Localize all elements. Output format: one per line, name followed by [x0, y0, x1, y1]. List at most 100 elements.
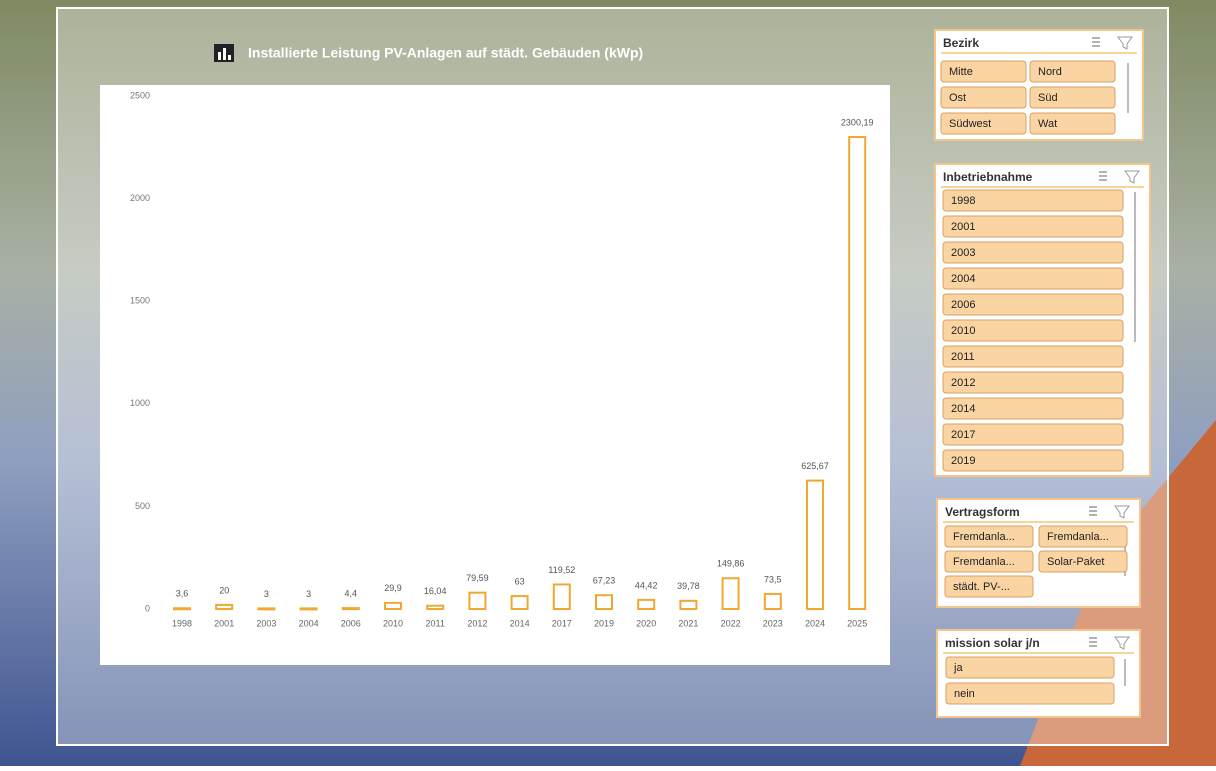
chart-icon: [214, 44, 234, 62]
slicer-item-label[interactable]: 2011: [951, 351, 975, 363]
value-label: 149,86: [717, 559, 745, 569]
bar: [469, 593, 485, 609]
x-tick-label: 2019: [594, 618, 614, 628]
x-tick-label: 2022: [721, 618, 741, 628]
slicer-item[interactable]: 2014: [943, 398, 1123, 419]
bar: [723, 578, 739, 609]
value-label: 4,4: [345, 588, 358, 598]
slicer-item[interactable]: 1998: [943, 190, 1123, 211]
y-tick-label: 2500: [130, 90, 150, 100]
bar: [512, 596, 528, 609]
value-label: 73,5: [764, 574, 782, 584]
slicer-item-label[interactable]: Ost: [949, 92, 966, 104]
slicer-item[interactable]: nein: [946, 683, 1114, 704]
bar: [301, 608, 317, 609]
slicer-item[interactable]: 2017: [943, 424, 1123, 445]
bar: [596, 595, 612, 609]
x-tick-label: 2001: [214, 618, 234, 628]
x-tick-label: 2006: [341, 618, 361, 628]
slicer-item[interactable]: Süd: [1030, 87, 1115, 108]
x-tick-label: 1998: [172, 618, 192, 628]
slicer-item-label[interactable]: 2004: [951, 273, 975, 285]
slicer: Bezirk Mitte Nord Ost Süd Südwest Wat: [935, 30, 1143, 140]
bar: [680, 601, 696, 609]
x-tick-label: 2010: [383, 618, 403, 628]
slicer-item-label[interactable]: Mitte: [949, 66, 973, 78]
slicer-title: Bezirk: [943, 36, 979, 50]
slicer-item-label[interactable]: 2003: [951, 247, 975, 259]
slicer-item-label[interactable]: Fremdanla...: [953, 531, 1015, 543]
slicer: Inbetriebnahme 1998 2001 2003 2004 2006 2010 20…: [935, 164, 1150, 476]
bar: [385, 603, 401, 609]
slicer-item-label[interactable]: ja: [953, 662, 963, 674]
slicer-item-label[interactable]: 1998: [951, 195, 975, 207]
slicer-item-label[interactable]: 2010: [951, 325, 975, 337]
slicer-item-button[interactable]: [946, 657, 1114, 678]
slicer-item-label[interactable]: 2017: [951, 429, 975, 441]
slicer-item[interactable]: 2019: [943, 450, 1123, 471]
slicer-item-label[interactable]: städt. PV-...: [953, 581, 1010, 593]
slicer-item-label[interactable]: Südwest: [949, 118, 991, 130]
slicer-title: Vertragsform: [945, 505, 1020, 519]
slicer-scrollbar: [1127, 63, 1129, 113]
slicer-item[interactable]: Ost: [941, 87, 1026, 108]
value-label: 67,23: [593, 576, 616, 586]
y-tick-label: 500: [135, 501, 150, 511]
slicer-item[interactable]: 2011: [943, 346, 1123, 367]
slicer: mission solar j/njanein: [937, 630, 1140, 717]
slicer-item[interactable]: ja: [946, 657, 1114, 678]
slicer-item[interactable]: 2012: [943, 372, 1123, 393]
value-label: 625,67: [801, 461, 829, 471]
slicer-item-label[interactable]: Solar-Paket: [1047, 556, 1104, 568]
slicer-item-label[interactable]: 2012: [951, 377, 975, 389]
bar: [807, 481, 823, 609]
x-tick-label: 2024: [805, 618, 825, 628]
slicer-item[interactable]: Fremdanla...: [945, 551, 1033, 572]
y-tick-label: 1000: [130, 398, 150, 408]
slicer-item-label[interactable]: Süd: [1038, 92, 1058, 104]
value-label: 119,52: [548, 565, 575, 575]
slicer-item[interactable]: städt. PV-...: [945, 576, 1033, 597]
slicer-item-label[interactable]: 2014: [951, 403, 975, 415]
slicer-item[interactable]: Südwest: [941, 113, 1026, 134]
slicer-title: Inbetriebnahme: [943, 170, 1033, 184]
y-tick-label: 1500: [130, 296, 150, 306]
value-label: 20: [219, 585, 229, 595]
value-label: 2300,19: [841, 117, 874, 127]
slicer-item[interactable]: Nord: [1030, 61, 1115, 82]
slicer-item[interactable]: Wat: [1030, 113, 1115, 134]
slicer-item[interactable]: 2010: [943, 320, 1123, 341]
slicer-item-label[interactable]: Nord: [1038, 66, 1062, 78]
bar: [216, 605, 232, 609]
value-label: 39,78: [677, 581, 700, 591]
slicer-item-label[interactable]: nein: [954, 688, 975, 700]
slicer-item-label[interactable]: 2006: [951, 299, 975, 311]
x-tick-label: 2023: [763, 618, 783, 628]
slicer-item[interactable]: Solar-Paket: [1039, 551, 1127, 572]
value-label: 3: [264, 589, 269, 599]
bar: [765, 594, 781, 609]
x-tick-label: 2021: [678, 618, 698, 628]
slicer-item-label[interactable]: 2019: [951, 455, 975, 467]
slicer-scrollbar: [1124, 659, 1126, 686]
slicer-item-label[interactable]: Wat: [1038, 118, 1057, 130]
value-label: 3: [306, 589, 311, 599]
slicer-item[interactable]: Fremdanla...: [945, 526, 1033, 547]
slicer-item[interactable]: 2001: [943, 216, 1123, 237]
slicer-item[interactable]: 2004: [943, 268, 1123, 289]
value-label: 16,04: [424, 586, 447, 596]
slicer-item[interactable]: 2003: [943, 242, 1123, 263]
x-tick-label: 2004: [299, 618, 319, 628]
slicer-item[interactable]: 2006: [943, 294, 1123, 315]
slicer-item-label[interactable]: Fremdanla...: [953, 556, 1015, 568]
x-tick-label: 2012: [467, 618, 487, 628]
x-tick-label: 2014: [510, 618, 530, 628]
slicer-scrollbar: [1134, 192, 1136, 342]
chart-title: Installierte Leistung PV-Anlagen auf stä…: [248, 45, 643, 61]
slicer-item-label[interactable]: 2001: [951, 221, 975, 233]
slicer-item[interactable]: Mitte: [941, 61, 1026, 82]
bar: [174, 608, 190, 609]
slicer-item-label[interactable]: Fremdanla...: [1047, 531, 1109, 543]
value-label: 29,9: [384, 583, 402, 593]
slicer-item[interactable]: Fremdanla...: [1039, 526, 1127, 547]
